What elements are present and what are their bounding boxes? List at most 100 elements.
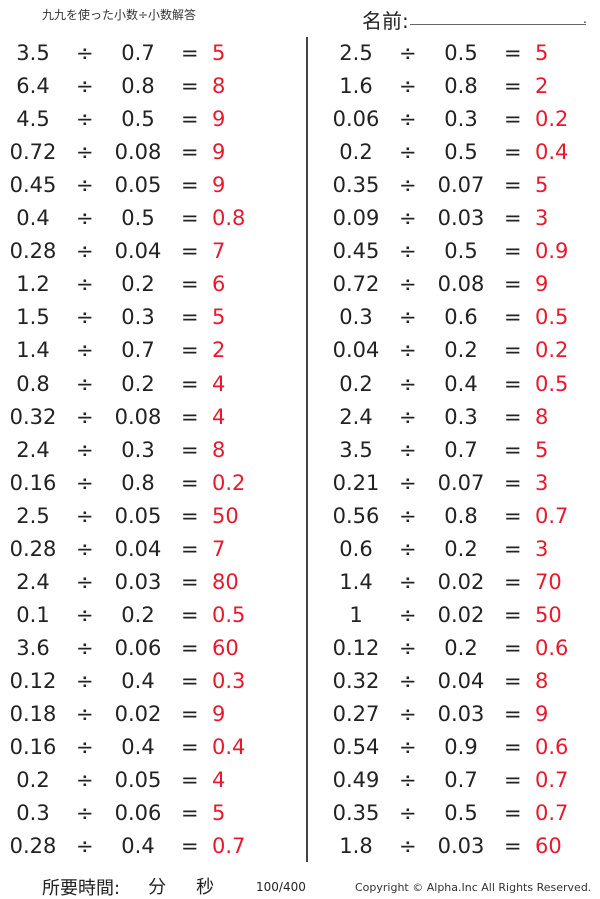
divisor: 0.8 [121, 470, 155, 495]
answer: 8 [535, 404, 549, 429]
divisor: 0.06 [114, 635, 162, 660]
equals-sign: = [504, 140, 522, 165]
answer: 0.2 [535, 338, 569, 363]
answer: 0.7 [535, 503, 569, 528]
divide-sign: ÷ [399, 470, 417, 495]
equals-sign: = [504, 437, 522, 462]
answer: 50 [212, 503, 239, 528]
dividend: 0.35 [332, 173, 380, 198]
problem-row: 0.8 ÷ 0.2 = 4 [0, 369, 600, 399]
divisor: 0.2 [444, 536, 478, 561]
problem-row: 2.4 ÷ 0.3 = 8 [0, 435, 600, 465]
dividend: 0.28 [9, 536, 57, 561]
answer: 0.6 [535, 635, 569, 660]
problem-row: 0.28 ÷ 0.04 = 7 [0, 534, 600, 564]
dividend: 2.4 [339, 404, 373, 429]
dividend: 0.4 [16, 206, 50, 231]
answer: 0.4 [535, 140, 569, 165]
equals-sign: = [504, 536, 522, 561]
divide-sign: ÷ [399, 140, 417, 165]
divide-sign: ÷ [76, 107, 94, 132]
divisor: 0.02 [114, 702, 162, 726]
dividend: 4.5 [16, 107, 50, 132]
problem-row: 1.5 ÷ 0.3 = 5 [0, 302, 600, 332]
problem-row: 0.06 ÷ 0.3 = 0.2 [0, 104, 600, 134]
divisor: 0.02 [437, 602, 485, 627]
answer: 5 [212, 41, 226, 65]
answer: 2 [535, 74, 549, 99]
dividend: 0.2 [339, 140, 373, 165]
divide-sign: ÷ [76, 41, 94, 65]
equals-sign: = [504, 735, 522, 760]
equals-sign: = [504, 768, 522, 793]
time-required: 所要時間: 分秒 [42, 874, 214, 899]
dividend: 1.5 [16, 305, 50, 330]
problem-row: 4.5 ÷ 0.5 = 9 [0, 104, 600, 134]
divide-sign: ÷ [76, 801, 94, 826]
divisor: 0.03 [114, 569, 162, 594]
answer: 2 [212, 338, 226, 363]
equals-sign: = [181, 702, 199, 726]
dividend: 0.45 [9, 173, 57, 198]
divide-sign: ÷ [399, 602, 417, 627]
problem-row: 0.1 ÷ 0.2 = 0.5 [0, 600, 600, 630]
problem-row: 0.21 ÷ 0.07 = 3 [0, 468, 600, 498]
divisor: 0.6 [444, 305, 478, 330]
time-field[interactable]: 分秒 [120, 877, 214, 899]
divide-sign: ÷ [399, 668, 417, 693]
answer: 0.4 [212, 735, 246, 760]
problem-row: 2.4 ÷ 0.03 = 80 [0, 567, 600, 597]
equals-sign: = [181, 735, 199, 760]
problem-row: 0.3 ÷ 0.06 = 5 [0, 798, 600, 828]
dividend: 0.09 [332, 206, 380, 231]
divide-sign: ÷ [399, 569, 417, 594]
dividend: 3.5 [339, 437, 373, 462]
answer: 7 [212, 536, 226, 561]
minutes-label: 分 [148, 877, 167, 898]
dividend: 1.8 [339, 834, 373, 859]
divisor: 0.3 [121, 305, 155, 330]
dividend: 0.28 [9, 239, 57, 264]
dividend: 0.49 [332, 768, 380, 793]
problem-row: 0.72 ÷ 0.08 = 9 [0, 269, 600, 299]
divide-sign: ÷ [399, 801, 417, 826]
dividend: 0.2 [16, 768, 50, 793]
equals-sign: = [504, 801, 522, 826]
equals-sign: = [504, 107, 522, 132]
problem-row: 0.04 ÷ 0.2 = 0.2 [0, 335, 600, 365]
dividend: 2.4 [16, 569, 50, 594]
name-label: 名前: [362, 9, 409, 33]
divisor: 0.7 [444, 768, 478, 793]
answer: 0.5 [535, 305, 569, 330]
answer: 70 [535, 569, 562, 594]
problem-row: 6.4 ÷ 0.8 = 8 [0, 71, 600, 101]
problem-row: 0.16 ÷ 0.8 = 0.2 [0, 468, 600, 498]
dividend: 0.12 [9, 668, 57, 693]
divisor: 0.5 [444, 801, 478, 826]
dividend: 1.2 [16, 272, 50, 297]
answer: 9 [535, 702, 549, 726]
equals-sign: = [504, 173, 522, 198]
answer: 0.7 [212, 834, 246, 859]
problem-row: 0.12 ÷ 0.4 = 0.3 [0, 666, 600, 696]
seconds-label: 秒 [196, 877, 215, 898]
dividend: 0.8 [16, 371, 50, 396]
divide-sign: ÷ [399, 503, 417, 528]
dividend: 0.06 [332, 107, 380, 132]
answer: 0.8 [212, 206, 246, 231]
dividend: 2.4 [16, 437, 50, 462]
problem-row: 0.2 ÷ 0.4 = 0.5 [0, 369, 600, 399]
copyright: Copyright © Alpha.Inc All Rights Reserve… [355, 881, 592, 894]
divisor: 0.7 [121, 338, 155, 363]
name-field[interactable] [410, 24, 586, 25]
divide-sign: ÷ [399, 74, 417, 99]
divisor: 0.02 [437, 569, 485, 594]
divisor: 0.07 [437, 173, 485, 198]
divide-sign: ÷ [76, 206, 94, 231]
divisor: 0.2 [121, 371, 155, 396]
equals-sign: = [181, 503, 199, 528]
dividend: 0.32 [332, 668, 380, 693]
problem-row: 0.32 ÷ 0.08 = 4 [0, 402, 600, 432]
dividend: 0.12 [332, 635, 380, 660]
answer: 8 [212, 74, 226, 99]
